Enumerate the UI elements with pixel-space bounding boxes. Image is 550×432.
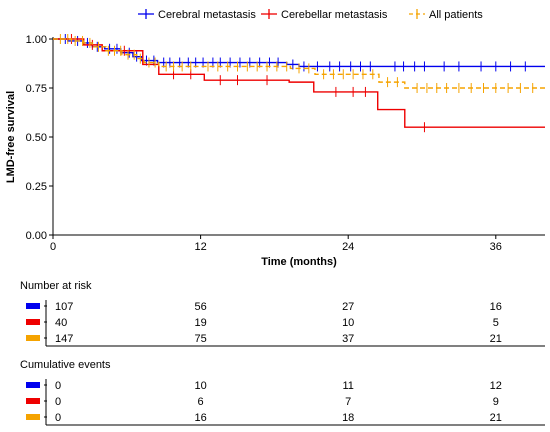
plot-series	[53, 34, 545, 133]
table-cell: 10	[194, 380, 206, 392]
events_table-title: Cumulative events	[20, 359, 111, 371]
y-tick-label: 1.00	[26, 34, 47, 46]
x-tick-label: 24	[342, 241, 354, 253]
table-cell: 40	[55, 317, 67, 329]
table-cell: 18	[342, 412, 354, 424]
legend: Cerebral metastasis Cerebellar metastasis…	[138, 9, 483, 21]
table-cell: 0	[55, 380, 61, 392]
table-cell: 16	[490, 301, 502, 313]
table-cell: 21	[490, 412, 502, 424]
table-cell: 16	[194, 412, 206, 424]
table-cell: 6	[198, 396, 204, 408]
x-tick-label: 0	[50, 241, 56, 253]
table-cell: 21	[490, 333, 502, 345]
y-axis-title: LMD-free survival	[5, 91, 17, 183]
table-cell: 0	[55, 412, 61, 424]
table-cell: 75	[194, 333, 206, 345]
legend-label: Cerebral metastasis	[158, 9, 256, 21]
survival-curve-2	[53, 38, 545, 128]
table-row-swatch	[26, 414, 40, 420]
table-row-swatch	[26, 319, 40, 325]
risk_table-title: Number at risk	[20, 280, 92, 292]
y-tick-label: 0.50	[26, 132, 47, 144]
events-table: Cumulative events 0 10 11 12 0 6 7 9 0 16 18 21	[20, 359, 545, 426]
risk-table: Number at risk 107 56 27 16 40 19 10 5 147 75 37 21	[20, 280, 545, 347]
x-axis-title: Time (months)	[261, 256, 337, 268]
table-row-swatch	[26, 303, 40, 309]
plot-axes: 0.00 0.25 0.50 0.75 1.00 0 12 24 36 Time (months)…	[5, 34, 545, 268]
table-cell: 0	[55, 396, 61, 408]
table-cell: 56	[194, 301, 206, 313]
legend-label: All patients	[429, 9, 483, 21]
table-cell: 5	[493, 317, 499, 329]
table-row-swatch	[26, 335, 40, 341]
table-cell: 7	[345, 396, 351, 408]
y-tick-label: 0.75	[26, 83, 47, 95]
legend-label: Cerebellar metastasis	[281, 9, 388, 21]
table-row-swatch	[26, 398, 40, 404]
table-cell: 19	[194, 317, 206, 329]
survival-curve-1	[53, 38, 545, 68]
table-cell: 9	[493, 396, 499, 408]
table-cell: 37	[342, 333, 354, 345]
table-cell: 10	[342, 317, 354, 329]
table-cell: 147	[55, 333, 73, 345]
x-tick-label: 36	[490, 241, 502, 253]
table-cell: 107	[55, 301, 73, 313]
table-cell: 27	[342, 301, 354, 313]
y-tick-label: 0.00	[26, 230, 47, 242]
y-tick-label: 0.25	[26, 181, 47, 193]
table-cell: 11	[342, 380, 353, 392]
table-row-swatch	[26, 382, 40, 388]
x-tick-label: 12	[194, 241, 206, 253]
table-cell: 12	[490, 380, 502, 392]
